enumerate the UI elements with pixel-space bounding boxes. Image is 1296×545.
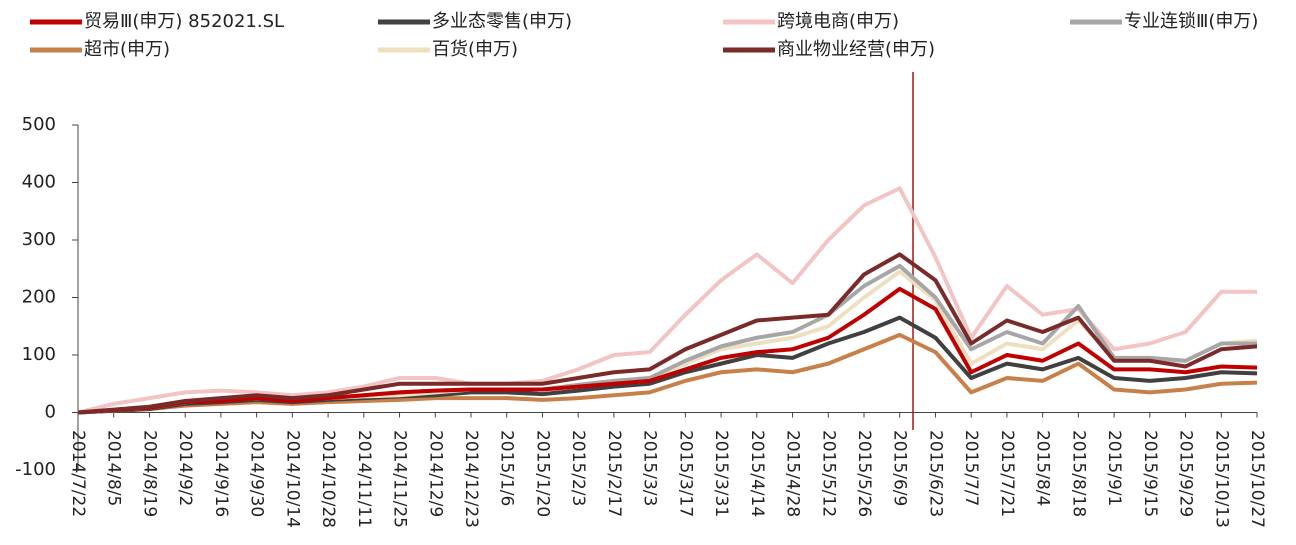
x-tick-label: 2014/12/23 — [461, 430, 481, 528]
x-tick-label: 2014/9/16 — [211, 430, 231, 517]
x-tick-label: 2015/3/31 — [711, 430, 731, 517]
x-tick-label: 2015/1/6 — [497, 430, 517, 506]
series-line — [77, 286, 1258, 415]
legend-label: 贸易Ⅲ(申万) 852021.SL — [84, 11, 284, 32]
y-tick-label: 0 — [45, 402, 56, 423]
legend-label: 超市(申万) — [84, 39, 170, 60]
x-tick-label: 2015/1/20 — [532, 430, 552, 517]
legend-label: 专业连锁Ⅲ(申万) — [1124, 11, 1258, 32]
x-tick-label: 2015/2/17 — [604, 430, 624, 517]
x-tick-label: 2015/5/12 — [818, 430, 838, 517]
y-tick-label: 100 — [22, 344, 56, 365]
x-tick-label: 2015/4/28 — [783, 430, 803, 517]
legend-label: 跨境电商(申万) — [777, 11, 899, 32]
y-tick-label: 500 — [22, 114, 56, 135]
x-tick-label: 2015/10/27 — [1247, 430, 1267, 528]
y-tick-label: -100 — [15, 459, 56, 480]
x-tick-label: 2015/6/9 — [890, 430, 910, 506]
x-tick-label: 2014/8/5 — [104, 430, 124, 506]
series-line — [77, 252, 1258, 415]
x-tick-label: 2015/3/17 — [675, 430, 695, 517]
x-tick-label: 2014/11/25 — [390, 430, 410, 528]
x-tick-label: 2014/10/14 — [282, 430, 302, 528]
legend-label: 多业态零售(申万) — [432, 11, 572, 32]
series-line — [77, 332, 1258, 415]
x-tick-label: 2015/7/7 — [961, 430, 981, 506]
y-tick-label: 400 — [22, 172, 56, 193]
x-tick-label: 2014/10/28 — [318, 430, 338, 528]
x-tick-label: 2015/10/13 — [1211, 430, 1231, 528]
x-tick-label: 2015/9/15 — [1140, 430, 1160, 517]
x-tick-label: 2014/11/11 — [354, 430, 374, 528]
x-tick-label: 2014/8/19 — [139, 430, 159, 517]
x-tick-label: 2015/7/21 — [997, 430, 1017, 517]
x-tick-label: 2014/9/30 — [247, 430, 267, 517]
x-tick-label: 2015/9/29 — [1176, 430, 1196, 517]
x-tick-label: 2015/2/3 — [568, 430, 588, 506]
legend-label: 百货(申万) — [432, 39, 518, 60]
x-tick-label: 2014/9/2 — [175, 430, 195, 506]
x-tick-label: 2015/9/1 — [1104, 430, 1124, 506]
x-tick-label: 2015/8/4 — [1033, 430, 1053, 506]
x-tick-label: 2015/4/14 — [747, 430, 767, 517]
x-tick-label: 2015/5/26 — [854, 430, 874, 517]
x-tick-label: 2015/3/3 — [640, 430, 660, 506]
x-tick-label: 2015/8/18 — [1068, 430, 1088, 517]
x-tick-label: 2014/12/9 — [425, 430, 445, 517]
y-tick-label: 300 — [22, 229, 56, 250]
x-tick-label: 2015/6/23 — [925, 430, 945, 517]
x-tick-label: 2014/7/22 — [68, 430, 88, 517]
y-tick-label: 200 — [22, 287, 56, 308]
series-line — [77, 186, 1257, 415]
legend-label: 商业物业经营(申万) — [777, 39, 935, 60]
